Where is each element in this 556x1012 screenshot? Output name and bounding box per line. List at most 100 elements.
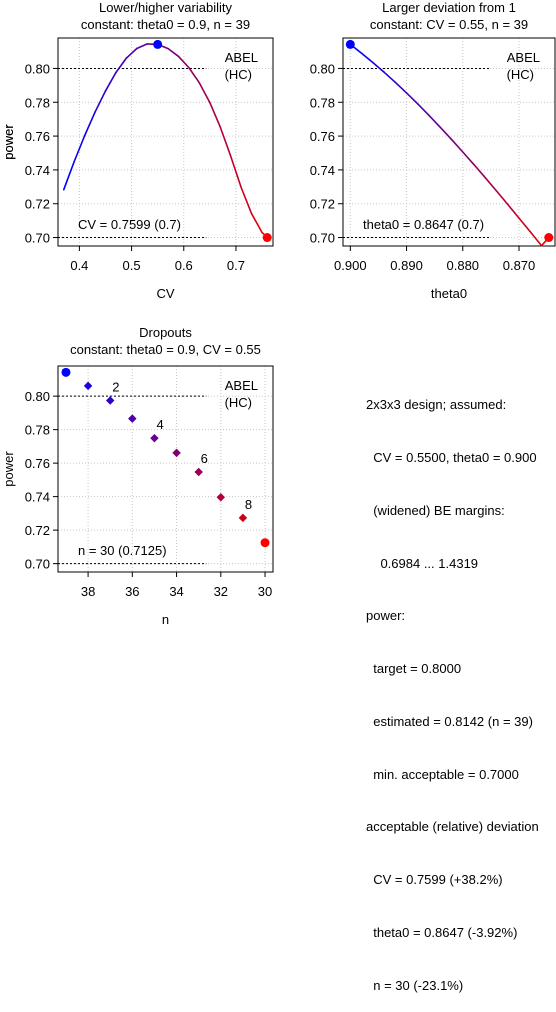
x-axis-label: theta0 xyxy=(431,286,467,301)
y-tick-label: 0.70 xyxy=(25,231,50,246)
series-segment xyxy=(416,103,430,117)
series-segment xyxy=(135,43,149,50)
y-tick-label: 0.74 xyxy=(310,163,335,178)
series-segment xyxy=(219,126,232,158)
data-point xyxy=(150,433,159,443)
result-annotation: CV = 0.7599 (0.7) xyxy=(78,217,181,232)
y-axis-label: power xyxy=(1,451,16,487)
info-line: acceptable (relative) deviation xyxy=(366,819,539,835)
x-tick-label: 0.6 xyxy=(175,258,193,273)
series-segment xyxy=(383,71,397,84)
data-point xyxy=(238,513,248,523)
series-segment xyxy=(529,230,543,247)
dropout-label: 8 xyxy=(245,497,252,512)
method-label: ABEL xyxy=(225,50,258,65)
x-tick-label: 0.5 xyxy=(123,258,141,273)
series-segment xyxy=(405,92,419,105)
x-tick-label: 0.890 xyxy=(390,258,423,273)
data-point xyxy=(194,467,203,477)
y-axis-label: power xyxy=(1,124,16,160)
series-segment xyxy=(428,114,442,129)
series-segment xyxy=(461,151,475,166)
result-annotation: n = 30 (0.7125) xyxy=(78,543,167,558)
info-line: estimated = 0.8142 (n = 39) xyxy=(366,713,533,729)
chart-subtitle: constant: theta0 = 0.9, CV = 0.55 xyxy=(70,342,261,357)
data-point xyxy=(260,538,270,548)
y-tick-label: 0.72 xyxy=(25,523,50,538)
info-line: CV = 0.5500, theta0 = 0.900 xyxy=(366,449,537,465)
series-segment xyxy=(250,212,263,234)
info-line: n = 30 (-23.1%) xyxy=(366,977,464,993)
x-axis-label: CV xyxy=(156,286,174,301)
info-line: target = 0.8000 xyxy=(366,661,462,677)
series-segment xyxy=(394,81,408,94)
chart-title: Lower/higher variability xyxy=(99,0,232,15)
y-tick-label: 0.78 xyxy=(25,423,50,438)
dropout-label: 2 xyxy=(112,380,119,395)
x-tick-label: 38 xyxy=(81,584,95,599)
x-tick-label: 0.880 xyxy=(447,258,480,273)
y-tick-label: 0.78 xyxy=(310,95,335,110)
series-segment xyxy=(167,47,180,58)
method-label: (HC) xyxy=(225,395,252,410)
series-segment xyxy=(115,57,128,74)
x-tick-label: 0.900 xyxy=(334,258,367,273)
data-point xyxy=(61,367,71,377)
y-tick-label: 0.76 xyxy=(310,129,335,144)
chart-title: Larger deviation from 1 xyxy=(382,0,516,15)
method-label: ABEL xyxy=(507,50,540,65)
info-line: theta0 = 0.8647 (-3.92%) xyxy=(366,925,518,940)
y-tick-label: 0.70 xyxy=(310,231,335,246)
series-segment xyxy=(209,101,222,128)
power-analysis-figure: Lower/higher variability constant: theta0… xyxy=(1,0,556,626)
x-axis-label: n xyxy=(162,612,169,626)
method-label: (HC) xyxy=(507,67,534,82)
x-tick-label: 0.7 xyxy=(227,258,245,273)
y-tick-label: 0.70 xyxy=(25,557,50,572)
info-line: 0.6984 ... 1.4319 xyxy=(366,555,479,571)
series-segment xyxy=(73,134,86,163)
highlight-point xyxy=(345,39,355,49)
highlight-point xyxy=(544,233,554,243)
series-segment xyxy=(484,176,498,192)
series-segment xyxy=(506,203,520,219)
chart-subtitle: constant: CV = 0.55, n = 39 xyxy=(370,17,528,32)
plot-frame xyxy=(57,37,274,247)
series-segment xyxy=(473,163,487,179)
series-segment xyxy=(518,217,532,233)
series-segment xyxy=(495,190,509,206)
data-point xyxy=(216,493,226,502)
info-line: min. acceptable = 0.7000 xyxy=(366,766,519,782)
series-segment xyxy=(188,66,201,84)
info-line: (widened) BE margins: xyxy=(366,502,505,518)
series-segment xyxy=(104,71,117,92)
y-tick-label: 0.80 xyxy=(25,389,50,404)
info-line: power: xyxy=(366,608,406,624)
plot-frame xyxy=(57,365,274,573)
chart-title: Dropouts xyxy=(139,325,192,340)
x-tick-label: 0.4 xyxy=(70,258,88,273)
series-segment xyxy=(240,186,253,215)
method-label: (HC) xyxy=(225,67,252,82)
highlight-point xyxy=(153,39,163,49)
x-tick-label: 34 xyxy=(169,584,183,599)
y-tick-label: 0.76 xyxy=(25,129,50,144)
series-segment xyxy=(62,160,75,191)
chart-panel-1: Lower/higher variability constant: theta0… xyxy=(1,0,274,301)
result-annotation: theta0 = 0.8647 (0.7) xyxy=(363,217,484,232)
chart-subtitle: constant: theta0 = 0.9, n = 39 xyxy=(81,17,250,32)
x-tick-label: 30 xyxy=(258,584,272,599)
y-tick-label: 0.74 xyxy=(25,163,50,178)
data-point xyxy=(105,396,115,405)
x-tick-label: 36 xyxy=(125,584,139,599)
y-tick-label: 0.72 xyxy=(310,197,335,212)
method-label: ABEL xyxy=(225,378,258,393)
y-tick-label: 0.72 xyxy=(25,197,50,212)
y-tick-label: 0.80 xyxy=(25,61,50,76)
series-segment xyxy=(83,111,96,137)
series-segment xyxy=(94,90,107,113)
data-point xyxy=(172,448,181,458)
info-line: CV = 0.7599 (+38.2%) xyxy=(366,872,503,888)
info-line: 2x3x3 design; assumed: xyxy=(366,397,507,413)
series-segment xyxy=(177,55,190,69)
